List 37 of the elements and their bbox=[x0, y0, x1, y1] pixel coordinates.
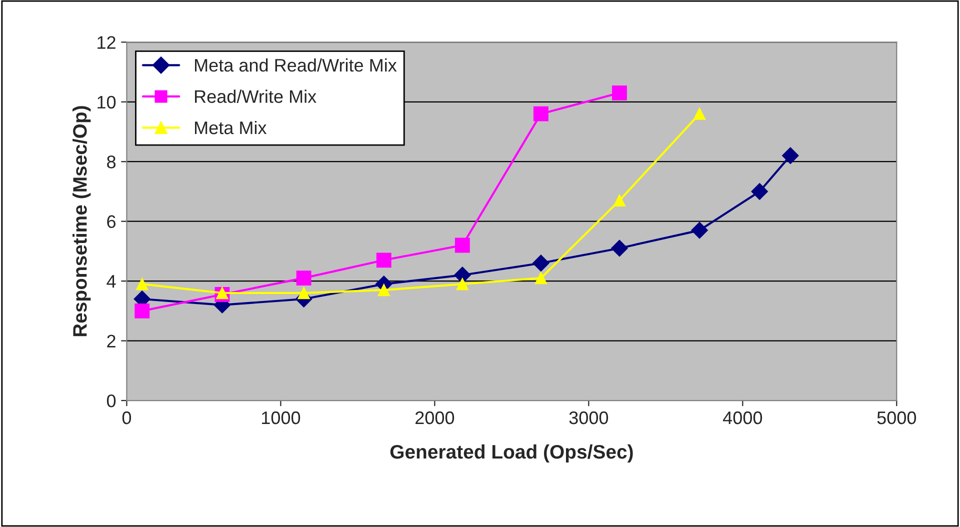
x-tick-label: 5000 bbox=[877, 411, 916, 424]
point bbox=[456, 278, 468, 290]
x-tick-label: 4000 bbox=[722, 411, 762, 424]
x-axis-title: Generated Load (Ops/Sec) bbox=[390, 444, 633, 463]
x-tick-label: 0 bbox=[122, 411, 132, 424]
y-tick-label: 6 bbox=[107, 215, 116, 228]
point bbox=[134, 303, 150, 318]
point bbox=[532, 254, 550, 272]
x-tick-label: 1000 bbox=[262, 411, 300, 424]
point bbox=[533, 106, 548, 122]
point bbox=[751, 183, 768, 200]
y-tick-label: 0 bbox=[106, 394, 116, 408]
point bbox=[693, 108, 706, 120]
legend-label: Meta and Read/Write Mix bbox=[195, 58, 397, 72]
x-tick-label: 2000 bbox=[416, 411, 454, 424]
legend-label: Meta Mix bbox=[195, 120, 267, 134]
y-tick-label: 2 bbox=[107, 334, 116, 348]
point bbox=[612, 85, 627, 100]
y-axis-title: Responsetime (Msec/Op) bbox=[72, 106, 91, 336]
point bbox=[296, 270, 312, 286]
y-tick-label: 12 bbox=[98, 36, 116, 49]
point bbox=[534, 272, 548, 284]
x-tick-label: 3000 bbox=[569, 411, 608, 424]
point bbox=[454, 266, 471, 284]
point bbox=[136, 278, 148, 290]
point bbox=[782, 147, 799, 164]
y-tick-label: 8 bbox=[107, 156, 116, 168]
point bbox=[691, 222, 708, 239]
point bbox=[613, 194, 626, 207]
point bbox=[298, 286, 310, 300]
point bbox=[378, 284, 390, 296]
legend-label: Read/Write Mix bbox=[195, 90, 316, 103]
point bbox=[611, 240, 628, 257]
y-tick-label: 10 bbox=[98, 96, 116, 109]
y-tick-label: 4 bbox=[106, 275, 116, 288]
point bbox=[454, 238, 470, 253]
point bbox=[376, 252, 392, 268]
